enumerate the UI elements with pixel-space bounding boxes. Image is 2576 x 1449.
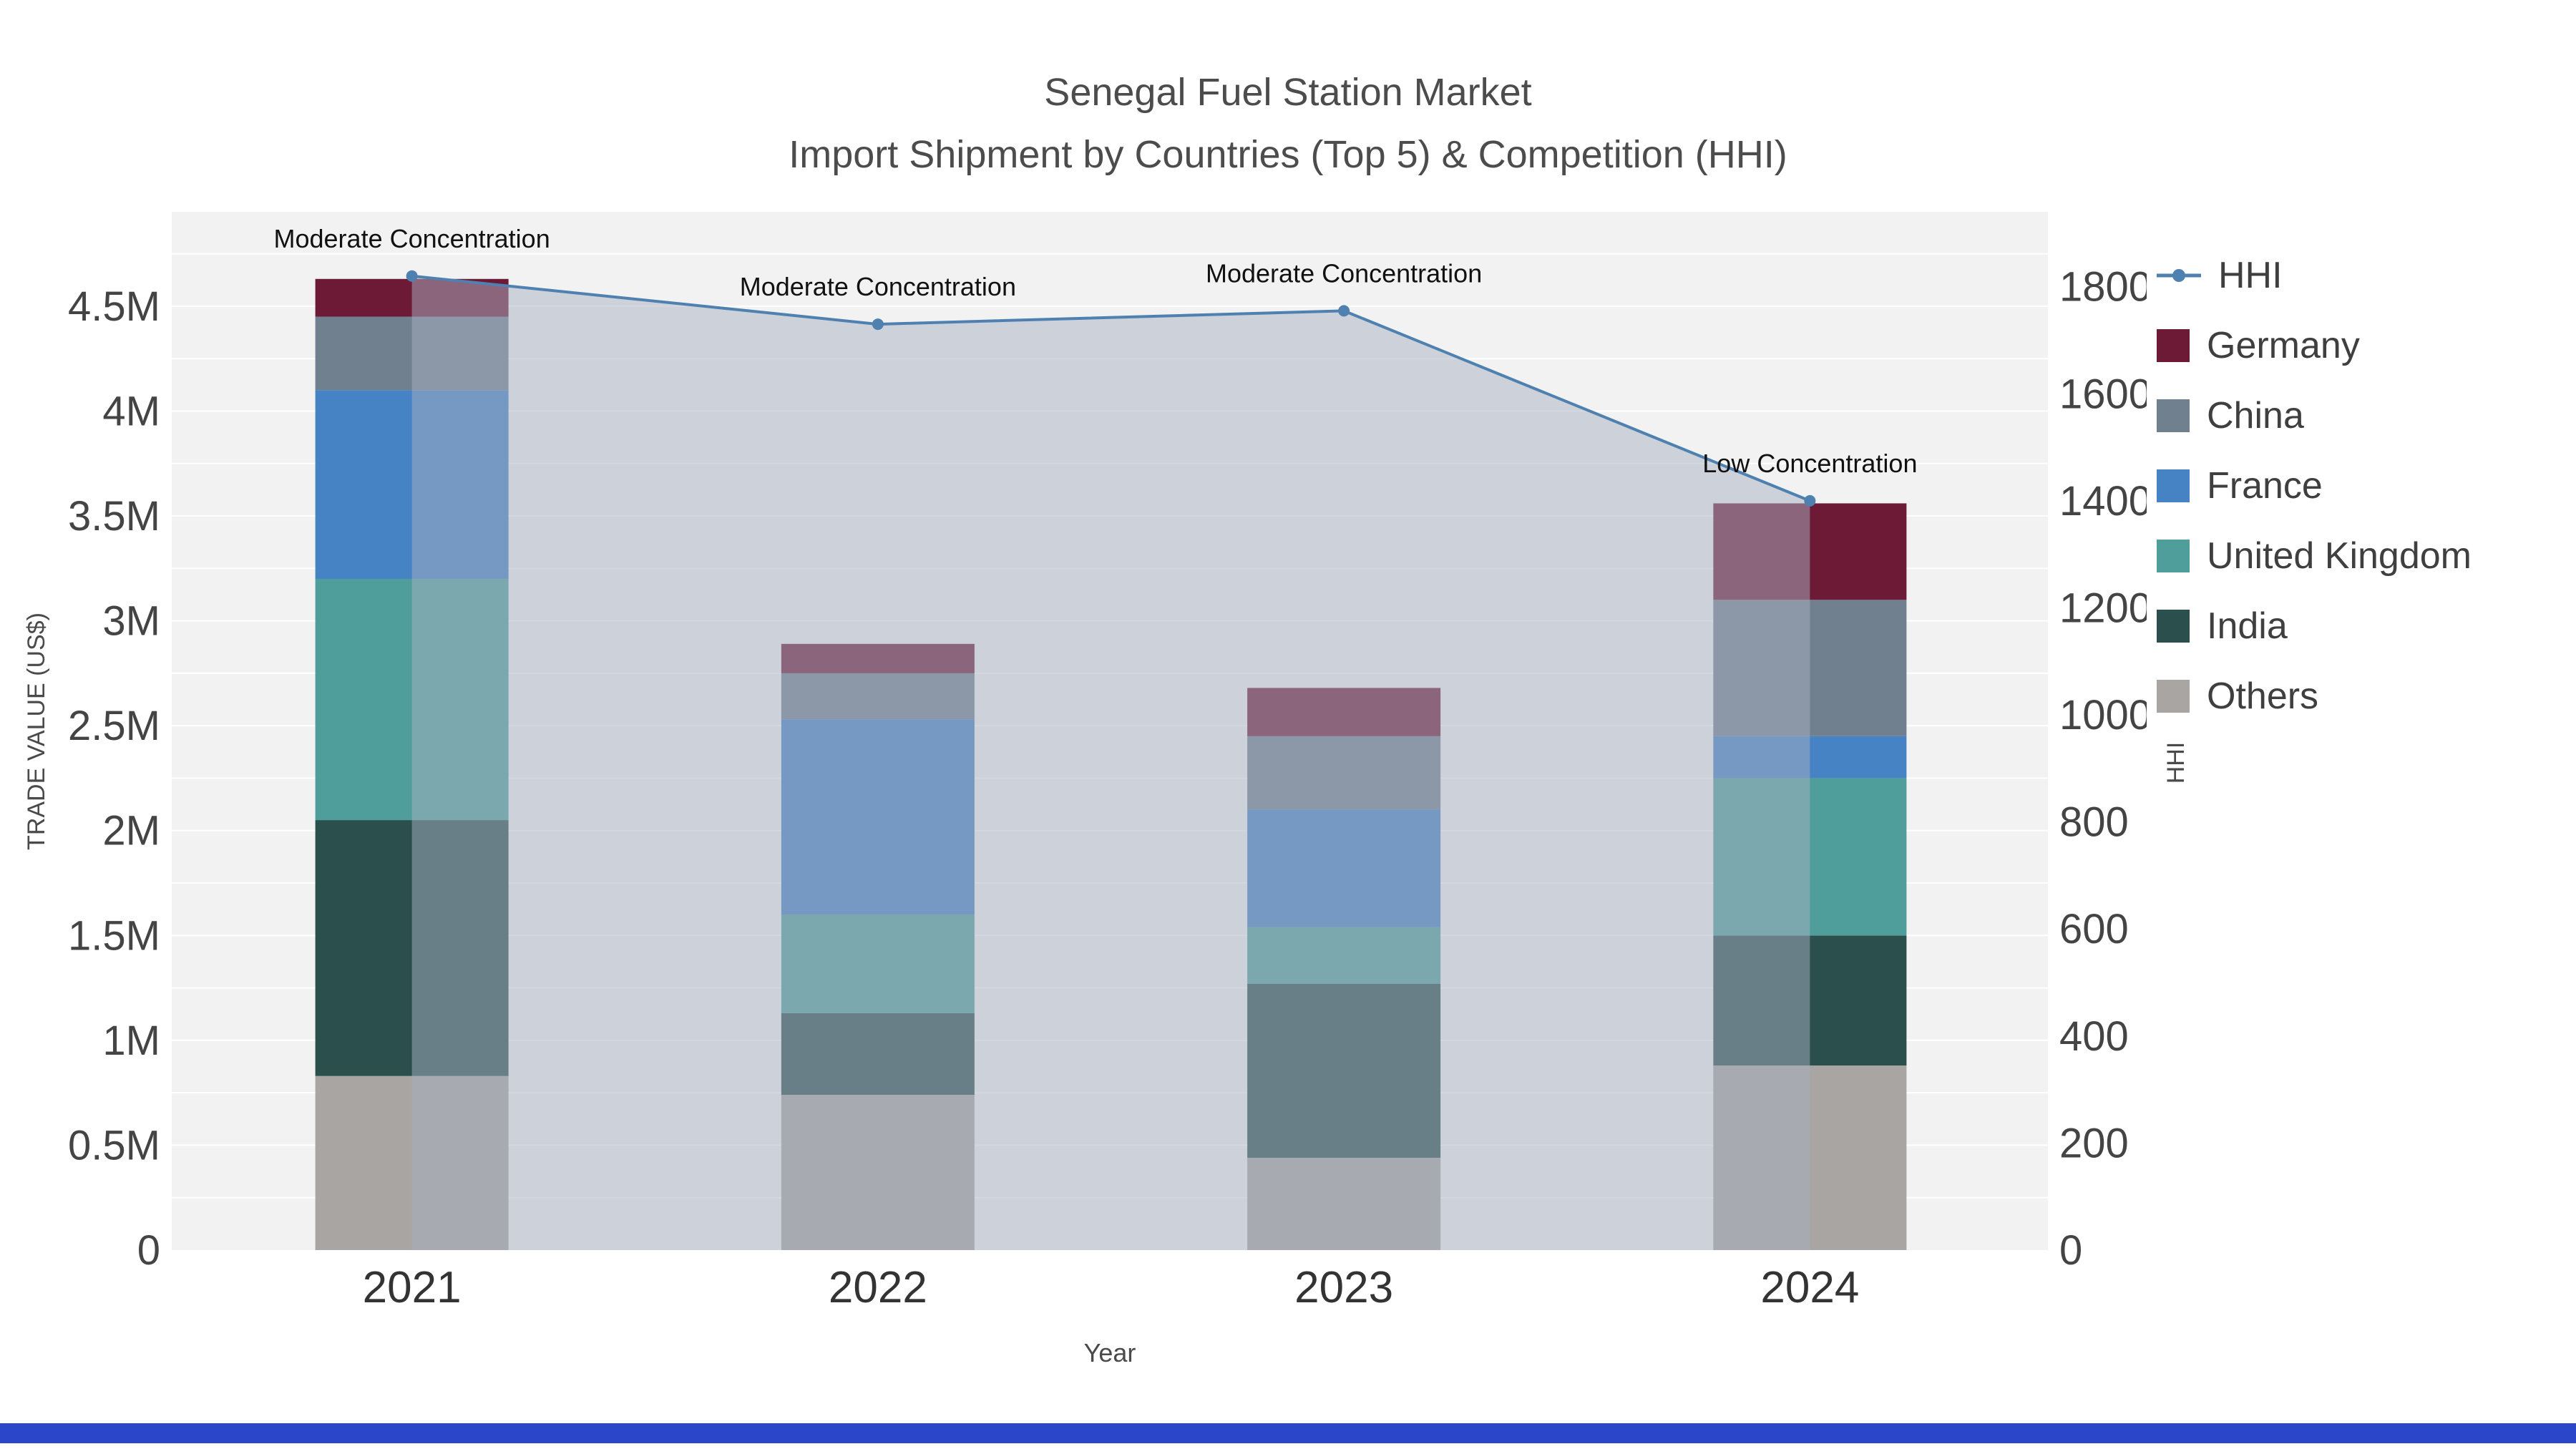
hhi-line (411, 274, 1811, 502)
right-tick-label: 1600 (2059, 371, 2152, 417)
legend-label: China (2207, 395, 2304, 436)
legend-label: France (2207, 465, 2323, 507)
annotation-2024: Low Concentration (1702, 449, 1917, 478)
legend-item-france[interactable]: France (2157, 451, 2472, 521)
hhi-point-2021 (406, 270, 418, 282)
legend-item-united-kingdom[interactable]: United Kingdom (2157, 521, 2472, 591)
left-tick-label: 3.5M (68, 493, 160, 540)
legend-line-marker-icon (2157, 269, 2201, 282)
x-tick-label-2023: 2023 (1294, 1263, 1393, 1312)
chart-title-line2: Import Shipment by Countries (Top 5) & C… (789, 133, 1787, 176)
left-tick-label: 4M (102, 388, 160, 434)
right-tick-label: 1200 (2059, 585, 2152, 631)
hhi-point-2024 (1804, 494, 1816, 507)
annotation-2022: Moderate Concentration (740, 272, 1016, 301)
legend-label: Others (2207, 675, 2319, 717)
legend-item-others[interactable]: Others (2157, 661, 2472, 731)
chart-title: Senegal Fuel Station Market Import Shipm… (0, 62, 2576, 186)
left-tick-label: 0.5M (68, 1122, 160, 1169)
legend-swatch-icon (2157, 610, 2190, 643)
x-tick-label-2022: 2022 (829, 1263, 927, 1312)
left-tick-label: 1.5M (68, 912, 160, 959)
annotation-2021: Moderate Concentration (274, 224, 550, 253)
legend-label: United Kingdom (2207, 535, 2472, 577)
right-tick-label: 200 (2059, 1120, 2129, 1166)
legend-item-china[interactable]: China (2157, 381, 2472, 451)
left-tick-label: 2M (102, 808, 160, 854)
legend-item-hhi[interactable]: HHI (2157, 240, 2472, 311)
right-tick-label: 400 (2059, 1013, 2129, 1060)
left-tick-label: 4.5M (68, 283, 160, 330)
legend-label: HHI (2218, 255, 2283, 296)
chart-title-line1: Senegal Fuel Station Market (1044, 71, 1532, 114)
legend-swatch-icon (2157, 399, 2190, 432)
hhi-point-2022 (872, 318, 884, 331)
y-axis-title-right: HHI (2162, 742, 2190, 784)
right-tick-label: 0 (2059, 1227, 2082, 1274)
hhi-area-fill (411, 275, 1810, 1250)
footer-strip (0, 1423, 2576, 1443)
right-tick-label: 600 (2059, 906, 2129, 952)
right-tick-label: 1000 (2059, 692, 2152, 738)
x-tick-label-2021: 2021 (363, 1263, 462, 1312)
legend-label: Germany (2207, 325, 2360, 366)
legend: HHI Germany China France United Kingdom India… (2147, 240, 2480, 731)
legend-swatch-icon (2157, 680, 2190, 713)
legend-swatch-icon (2157, 540, 2190, 572)
left-tick-label: 0 (137, 1227, 160, 1274)
legend-item-germany[interactable]: Germany (2157, 311, 2472, 381)
legend-swatch-icon (2157, 329, 2190, 362)
right-tick-label: 1400 (2059, 478, 2152, 525)
x-axis-title: Year (1084, 1338, 1136, 1367)
left-tick-label: 1M (102, 1018, 160, 1064)
left-tick-label: 3M (102, 598, 160, 645)
annotation-2023: Moderate Concentration (1206, 258, 1482, 288)
x-tick-label-2024: 2024 (1760, 1263, 1859, 1312)
hhi-point-2023 (1338, 305, 1350, 317)
legend-item-india[interactable]: India (2157, 591, 2472, 661)
left-tick-label: 2.5M (68, 703, 160, 749)
right-tick-label: 800 (2059, 799, 2129, 846)
legend-swatch-icon (2157, 469, 2190, 502)
legend-label: India (2207, 605, 2288, 647)
y-axis-title-left: TRADE VALUE (US$) (23, 613, 50, 850)
right-tick-label: 1800 (2059, 264, 2152, 311)
